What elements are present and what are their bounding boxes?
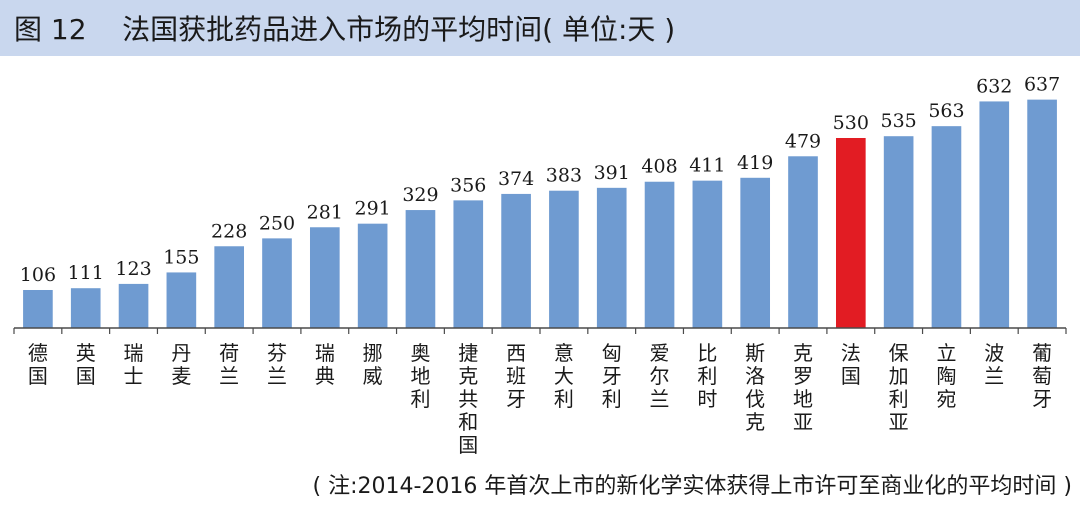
category-label: 丹麦 xyxy=(171,341,191,388)
category-label: 英国 xyxy=(76,341,96,388)
category-label: 芬兰 xyxy=(267,341,287,388)
data-label: 391 xyxy=(594,162,630,184)
chart-title: 图 12 法国获批药品进入市场的平均时间( 单位:天 ) xyxy=(14,13,676,46)
category-label: 葡萄牙 xyxy=(1032,341,1052,411)
category-label: 克罗地亚 xyxy=(793,341,813,434)
data-label: 155 xyxy=(163,246,199,268)
bar xyxy=(23,289,53,328)
bar xyxy=(166,272,197,328)
data-label: 479 xyxy=(785,130,821,152)
category-label: 比利时 xyxy=(697,341,717,411)
bar xyxy=(453,200,484,328)
bar xyxy=(357,223,388,328)
category-label: 荷兰 xyxy=(219,341,239,388)
category-label: 保加利亚 xyxy=(889,341,909,434)
data-label: 291 xyxy=(355,198,391,220)
data-label: 329 xyxy=(402,184,438,206)
data-label: 408 xyxy=(641,156,677,178)
bar xyxy=(596,187,627,328)
category-label: 意大利 xyxy=(554,341,574,411)
bar xyxy=(214,246,245,328)
bar xyxy=(931,126,962,329)
category-label: 立陶宛 xyxy=(936,341,956,411)
data-label: 563 xyxy=(928,100,964,122)
data-label: 356 xyxy=(450,174,486,196)
category-label: 西班牙 xyxy=(506,341,526,411)
bar xyxy=(644,181,675,328)
bar xyxy=(740,177,771,328)
category-label: 捷克共和国 xyxy=(458,341,478,457)
data-label: 374 xyxy=(498,168,534,190)
category-label: 斯洛伐克 xyxy=(745,341,765,434)
bar xyxy=(70,288,101,328)
data-label: 111 xyxy=(68,262,104,284)
data-label: 383 xyxy=(546,165,582,187)
category-label: 爱尔兰 xyxy=(650,341,670,411)
bar xyxy=(979,101,1010,328)
bar xyxy=(118,283,149,328)
bar xyxy=(883,136,914,328)
category-label: 德国 xyxy=(28,341,48,388)
data-label: 123 xyxy=(115,258,151,280)
bar xyxy=(309,227,340,328)
category-label: 匈牙利 xyxy=(602,341,622,411)
data-label: 250 xyxy=(259,212,295,234)
data-label: 228 xyxy=(211,220,247,242)
bar xyxy=(835,137,866,328)
category-label: 瑞士 xyxy=(124,341,144,388)
bars-layer xyxy=(23,99,1057,329)
bar xyxy=(549,190,579,328)
category-label: 法国 xyxy=(841,341,861,388)
data-label: 106 xyxy=(20,264,56,286)
bar-chart: 106 111 123 155 228 250 281 291 329 356 374 383 391 4… xyxy=(13,74,1067,457)
category-label: 挪威 xyxy=(363,341,383,388)
bar xyxy=(692,180,723,328)
category-label: 奥地利 xyxy=(410,341,430,411)
data-label: 535 xyxy=(881,110,917,132)
chart-footnote: ( 注:2014-2016 年首次上市的新化学实体获得上市许可至商业化的平均时间… xyxy=(312,474,1072,499)
bar xyxy=(788,156,818,328)
x-axis-ticks xyxy=(13,328,1067,334)
bar xyxy=(1027,99,1057,328)
data-label: 530 xyxy=(833,112,869,134)
data-label: 632 xyxy=(976,75,1012,97)
data-labels: 106 111 123 155 228 250 281 291 329 356 374 383 391 4… xyxy=(20,74,1060,286)
data-label: 637 xyxy=(1024,74,1060,96)
data-label: 419 xyxy=(737,152,773,174)
data-label: 281 xyxy=(307,201,343,223)
chart-title-bar: 图 12 法国获批药品进入市场的平均时间( 单位:天 ) xyxy=(0,0,1080,56)
bar xyxy=(501,193,531,328)
category-label: 瑞典 xyxy=(315,341,335,388)
data-label: 411 xyxy=(689,155,725,177)
bar xyxy=(262,238,292,328)
bar xyxy=(405,210,436,328)
category-label: 波兰 xyxy=(984,341,1004,388)
